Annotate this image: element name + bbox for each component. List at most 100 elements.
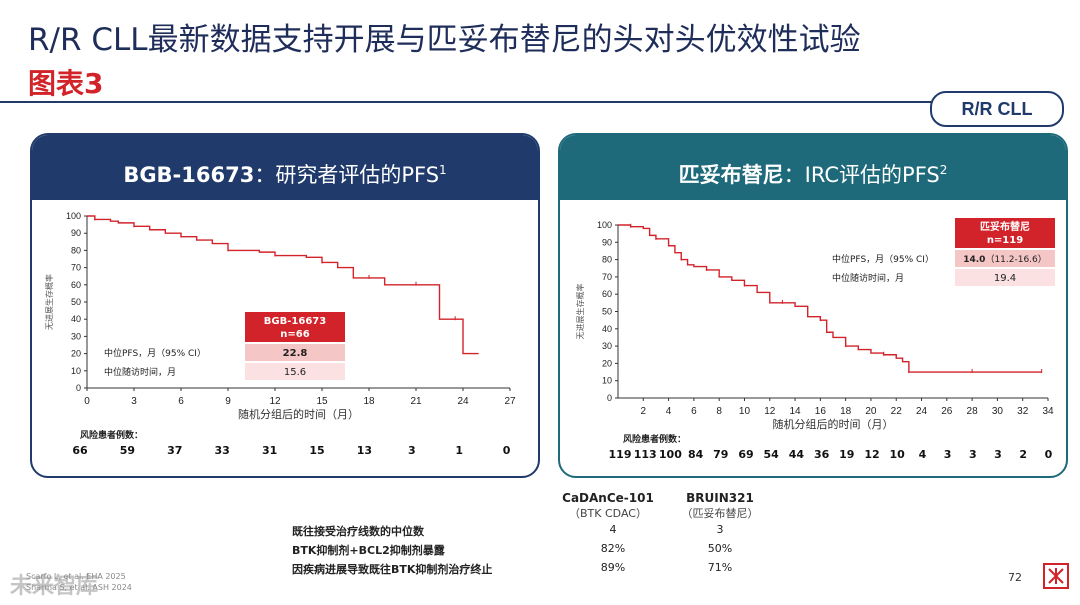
risk-number: 84 — [688, 448, 704, 461]
y-tick-label: 30 — [602, 341, 612, 351]
risk-number: 33 — [215, 444, 230, 457]
comparison-col-1: CaDAnCe-101 — [562, 491, 654, 505]
slide-title: R/R CLL最新数据支持开展与匹妥布替尼的头对头优效性试验 — [28, 22, 861, 58]
table-row-label: 中位随访时间，月 — [104, 366, 176, 378]
slide-subtitle: 图表3 — [28, 67, 104, 100]
x-tick-label: 18 — [840, 406, 852, 417]
panel-header-bold: 匹妥布替尼 — [678, 163, 784, 187]
y-tick-label: 10 — [602, 376, 612, 386]
risk-number: 19 — [839, 448, 854, 461]
x-tick-label: 9 — [225, 396, 231, 407]
panel-pirtobrutinib: 匹妥布替尼：IRC评估的PFS2 0 10 20 30 40 50 60 70 80 90 100 2… — [558, 133, 1068, 478]
risk-number: 69 — [738, 448, 753, 461]
table-row-value: 22.8 — [283, 348, 308, 359]
risk-number: 12 — [864, 448, 879, 461]
x-tick-label: 18 — [363, 396, 375, 407]
y-tick-label: 60 — [602, 289, 612, 299]
y-tick-label: 90 — [602, 237, 612, 247]
y-tick-label: 40 — [602, 324, 612, 334]
x-tick-label: 2 — [641, 406, 647, 417]
y-tick-label: 40 — [71, 314, 81, 324]
panel-bgb16673: BGB-16673：研究者评估的PFS1 0 10 20 30 40 50 60 70 80 90… — [30, 133, 540, 478]
x-tick-label: 8 — [716, 406, 722, 417]
risk-number: 4 — [919, 448, 927, 461]
comparison-row-label: BTK抑制剂+BCL2抑制剂暴露 — [292, 544, 445, 557]
x-tick-label: 30 — [992, 406, 1004, 417]
x-tick-label: 20 — [865, 406, 877, 417]
y-tick-label: 20 — [71, 349, 81, 359]
x-tick-label: 6 — [178, 396, 184, 407]
y-tick-label: 50 — [602, 307, 612, 317]
table-row-label: 中位随访时间，月 — [832, 272, 904, 284]
x-tick-label: 16 — [815, 406, 827, 417]
panel-header: BGB-16673：研究者评估的PFS1 — [32, 135, 538, 200]
risk-number: 31 — [262, 444, 277, 457]
comparison-row-label: 因疾病进展导致既往BTK抑制剂治疗终止 — [292, 563, 493, 576]
risk-number: 15 — [309, 444, 324, 457]
x-tick-label: 21 — [410, 396, 422, 407]
indication-tag: R/R CLL — [930, 91, 1064, 127]
table-row-label: 中位PFS，月（95% CI） — [832, 253, 934, 265]
median-pfs-ci: （11.2-16.6） — [985, 254, 1046, 265]
x-tick-label: 28 — [967, 406, 979, 417]
risk-number: 37 — [167, 444, 182, 457]
risk-number: 113 — [634, 448, 657, 461]
y-tick-label: 100 — [597, 220, 612, 230]
x-tick-label: 15 — [316, 396, 328, 407]
reference-1: Scarfo L, et al. EHA 2025 — [26, 572, 126, 581]
y-tick-label: 0 — [76, 383, 81, 393]
comparison-col-1-sub: （BTK CDAC） — [569, 507, 647, 520]
risk-number: 44 — [789, 448, 805, 461]
table-cell-bg — [955, 250, 1055, 267]
y-tick-label: 100 — [66, 211, 81, 221]
y-tick-label: 70 — [602, 272, 612, 282]
comparison-col-2-sub: （匹妥布替尼） — [681, 507, 759, 520]
page-number: 72 — [1008, 571, 1022, 584]
y-tick-label: 60 — [71, 280, 81, 290]
median-pfs-value: 14.0 — [963, 255, 985, 265]
panel-header-bold: BGB-16673 — [123, 163, 255, 187]
risk-number: 13 — [357, 444, 372, 457]
comparison-col-2: BRUIN321 — [686, 491, 754, 505]
reference-2: Sharma S, et al. ASH 2024 — [26, 583, 132, 592]
y-tick-label: 70 — [71, 263, 81, 273]
x-tick-label: 14 — [789, 406, 801, 417]
x-tick-label: 27 — [504, 396, 516, 407]
comparison-row-label: 既往接受治疗线数的中位数 — [292, 525, 424, 538]
risk-number: 10 — [890, 448, 906, 461]
comparison-value: 3 — [716, 523, 724, 536]
table-header-n: n=66 — [280, 329, 309, 340]
risk-label: 风险患者例数： — [623, 433, 686, 445]
comparison-value: 82% — [600, 542, 626, 555]
panel-header: 匹妥布替尼：IRC评估的PFS2 — [560, 135, 1066, 200]
risk-number: 59 — [120, 444, 135, 457]
x-axis-label: 随机分组后的时间（月） — [238, 407, 359, 421]
panel-header-ref: 1 — [439, 163, 447, 177]
y-tick-label: 80 — [71, 245, 81, 255]
risk-number: 36 — [814, 448, 830, 461]
risk-number: 100 — [659, 448, 682, 461]
comparison-value: 50% — [707, 542, 733, 555]
x-tick-label: 6 — [691, 406, 697, 417]
x-tick-label: 12 — [764, 406, 776, 417]
table-header-name: BGB-16673 — [264, 316, 326, 327]
table-row-value: 15.6 — [284, 367, 306, 378]
risk-number: 119 — [609, 448, 632, 461]
y-tick-label: 50 — [71, 297, 81, 307]
x-tick-label: 4 — [666, 406, 672, 417]
survival-curve — [618, 224, 1042, 373]
y-tick-label: 80 — [602, 255, 612, 265]
panel-header-ref: 2 — [939, 163, 948, 177]
risk-number: 3 — [969, 448, 977, 461]
table-header-bg — [955, 218, 1055, 248]
y-tick-label: 90 — [71, 228, 81, 238]
comparison-value: 89% — [600, 561, 626, 574]
risk-number: 79 — [713, 448, 728, 461]
y-axis-label: 无进展生存概率 — [575, 284, 585, 340]
comparison-value: 4 — [609, 523, 617, 536]
table-row-value: 14.0（11.2-16.6） — [963, 254, 1047, 265]
y-tick-label: 30 — [71, 331, 81, 341]
header-divider — [0, 101, 940, 103]
